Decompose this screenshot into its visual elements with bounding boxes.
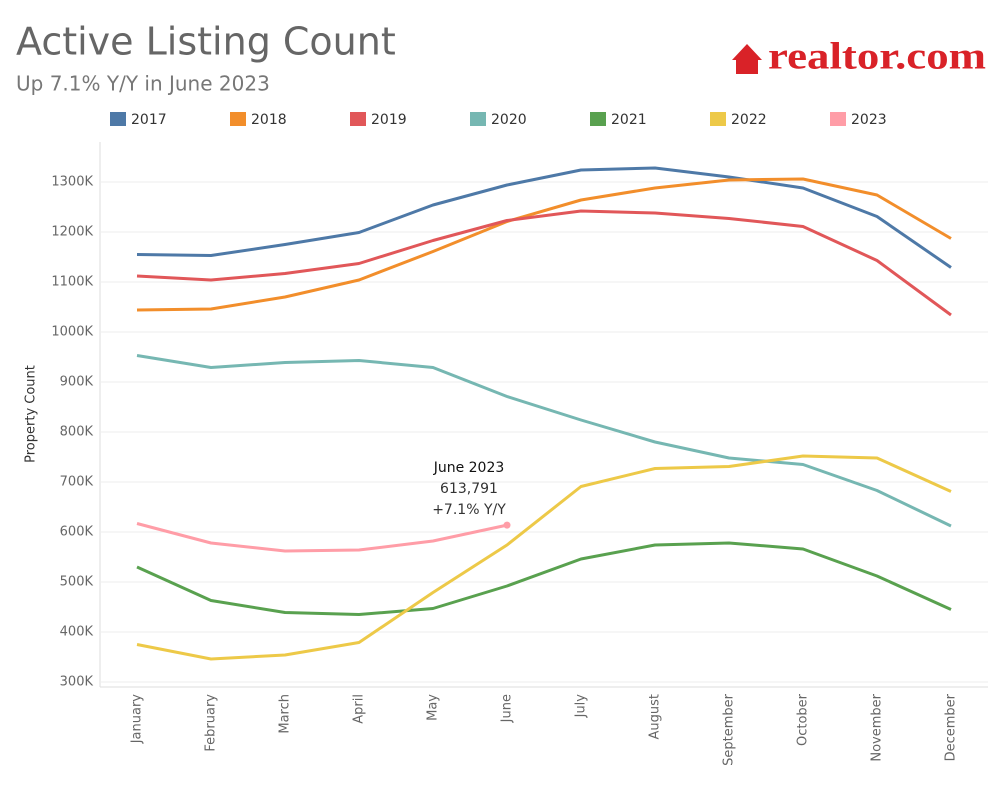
legend-label: 2021 [611, 112, 647, 128]
legend-label: 2022 [731, 112, 767, 128]
x-tick-label: June [500, 694, 515, 723]
x-tick-label: March [278, 694, 293, 734]
legend-swatch [710, 112, 726, 126]
x-tick-label: February [204, 694, 219, 752]
y-tick-label: 700K [60, 475, 94, 490]
legend-swatch [350, 112, 366, 126]
x-tick-label: April [352, 694, 367, 724]
series-line [136, 177, 952, 312]
legend-label: 2019 [371, 112, 407, 128]
series-line [136, 522, 508, 553]
legend-swatch [110, 112, 126, 126]
annotation-title: June 2023 [433, 460, 505, 476]
x-tick-label: July [574, 694, 589, 719]
brand: realtor.com [768, 36, 986, 78]
legend-swatch [230, 112, 246, 126]
legend-swatch [470, 112, 486, 126]
legend-swatch [590, 112, 606, 126]
y-tick-label: 1000K [51, 325, 93, 340]
legend-label: 2017 [131, 112, 167, 128]
legend-label: 2023 [851, 112, 887, 128]
y-tick-label: 1300K [51, 175, 93, 190]
y-tick-label: 300K [60, 675, 94, 690]
series-line [136, 354, 952, 528]
y-tick-label: 1200K [51, 225, 93, 240]
x-tick-label: August [648, 694, 663, 740]
brand-icon [732, 44, 762, 74]
legend-swatch [830, 112, 846, 126]
series-line [136, 541, 952, 616]
series-line [136, 209, 952, 317]
chart-subtitle: Up 7.1% Y/Y in June 2023 [16, 72, 270, 96]
x-tick-label: October [796, 693, 811, 746]
annotation-value: 613,791 [440, 481, 498, 497]
chart-title: Active Listing Count [16, 20, 396, 64]
y-tick-label: 400K [60, 625, 94, 640]
x-tick-label: December [944, 693, 959, 761]
y-tick-label: 600K [60, 525, 94, 540]
legend-label: 2018 [251, 112, 287, 128]
x-tick-label: November [870, 693, 885, 761]
x-tick-label: May [426, 694, 441, 721]
series-line [136, 166, 952, 269]
annotation-change: +7.1% Y/Y [432, 502, 506, 518]
y-tick-label: 500K [60, 575, 94, 590]
y-tick-label: 900K [60, 375, 94, 390]
y-tick-label: 1100K [51, 275, 93, 290]
legend-label: 2020 [491, 112, 527, 128]
annotation-point [503, 521, 511, 529]
y-tick-label: 800K [60, 425, 94, 440]
x-tick-label: September [722, 693, 737, 766]
x-tick-label: January [130, 694, 145, 745]
series-line [136, 454, 952, 661]
y-axis-label: Property Count [24, 365, 39, 463]
